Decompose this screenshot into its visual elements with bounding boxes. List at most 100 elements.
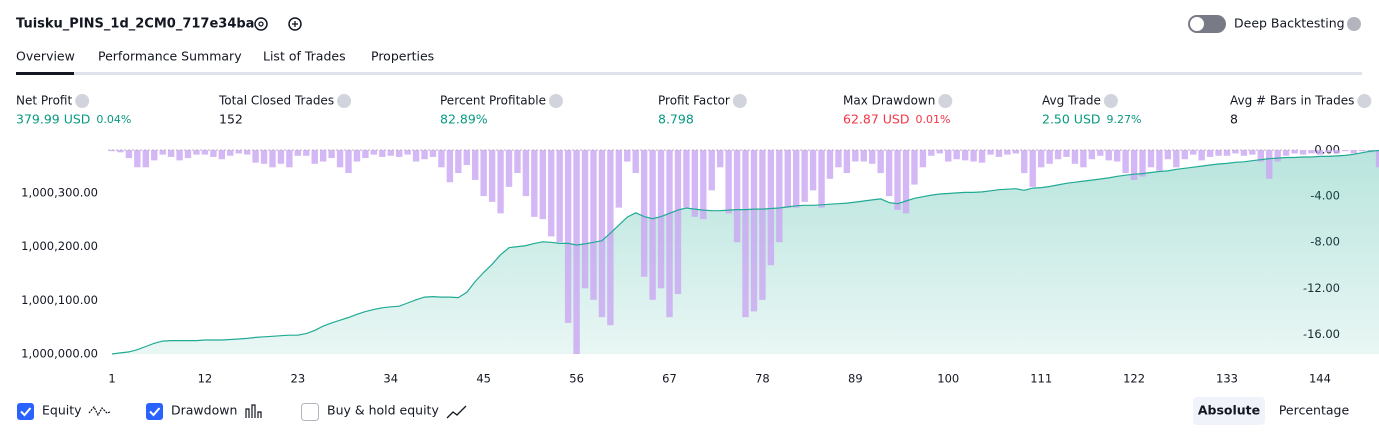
info-icon[interactable] (337, 94, 352, 108)
drawdown-bar (472, 150, 479, 180)
y-tick-label: 1,000,100.00 (21, 293, 98, 307)
drawdown-bar (911, 150, 918, 185)
drawdown-bar (455, 150, 462, 174)
drawdown-bar (497, 150, 504, 214)
metric-label: Avg Trade (1042, 94, 1101, 108)
buy-hold-icon (446, 405, 467, 419)
drawdown-bar (421, 150, 428, 160)
drawdown-bar (970, 150, 977, 162)
drawdown-bar (632, 150, 639, 174)
tab[interactable]: Performance Summary (98, 49, 242, 64)
drawdown-bar (260, 150, 268, 164)
drawdown-bar (134, 150, 141, 168)
drawdown-bar (108, 150, 116, 152)
info-icon[interactable] (1103, 94, 1118, 108)
drawdown-bar (1037, 150, 1045, 168)
equity-checkbox[interactable] (17, 403, 34, 420)
drawdown-bar (488, 150, 496, 202)
drawdown-bar (1012, 150, 1020, 154)
legend-drawdown: Drawdown (171, 403, 237, 418)
absolute-button[interactable] (1193, 397, 1265, 425)
drawdown-checkbox[interactable] (146, 403, 163, 420)
drawdown-bar (277, 150, 285, 164)
view-mode[interactable]: Absolute (1198, 403, 1260, 418)
drawdown-bar (1063, 150, 1070, 157)
info-icon[interactable] (1357, 94, 1372, 108)
drawdown-bar (691, 150, 699, 217)
drawdown-bar (311, 150, 318, 164)
drawdown-bar (243, 150, 251, 155)
drawdown-bar (1173, 150, 1180, 168)
drawdown-bar (362, 150, 369, 159)
drawdown-bar (345, 150, 352, 174)
drawdown-bar (117, 150, 124, 153)
drawdown-bar (1122, 150, 1129, 174)
drawdown-bar (1291, 150, 1298, 154)
drawdown-bar (1266, 150, 1273, 179)
drawdown-bar (1308, 150, 1315, 154)
drawdown-bar (1375, 150, 1379, 168)
x-tick-label: 122 (1123, 372, 1145, 386)
info-icon[interactable] (732, 94, 747, 108)
drawdown-bar (1021, 150, 1028, 174)
drawdown-bar (1147, 150, 1155, 168)
drawdown-bar (193, 150, 200, 155)
view-mode[interactable]: Percentage (1279, 403, 1350, 418)
drawdown-bar (852, 150, 859, 162)
buy-hold-checkbox[interactable] (301, 403, 319, 421)
info-icon[interactable] (548, 94, 563, 108)
drawdown-bar (1156, 150, 1163, 171)
drawdown-bar (708, 150, 715, 191)
check (149, 407, 161, 417)
settings-icon[interactable] (254, 17, 268, 31)
drawdown-bar (1046, 150, 1053, 164)
drawdown-bar (801, 150, 808, 202)
drawdown-bar (1257, 150, 1264, 162)
drawdown-bar (184, 150, 192, 159)
drawdown-bar (1299, 150, 1307, 155)
drawdown-bar (412, 150, 420, 162)
drawdown-bar (438, 150, 445, 168)
drawdown-bar (1029, 150, 1036, 187)
drawdown-bar (835, 150, 842, 168)
info-icon[interactable] (938, 94, 953, 108)
tab[interactable]: List of Trades (263, 49, 346, 64)
drawdown-bar (1325, 150, 1332, 153)
drawdown-bar (1130, 150, 1138, 180)
drawdown-bar (809, 150, 817, 191)
x-tick-label: 100 (937, 372, 959, 386)
deep-backtesting-label: Deep Backtesting (1234, 16, 1345, 31)
metric-value: 82.89% (440, 112, 488, 127)
drawdown-icon (245, 404, 262, 418)
drawdown-bar (159, 150, 166, 155)
drawdown-bar (674, 150, 682, 295)
drawdown-bar (826, 150, 834, 179)
drawdown-bar (379, 150, 386, 157)
drawdown-bar (429, 150, 437, 157)
drawdown-bar (387, 150, 394, 156)
tab[interactable]: Properties (371, 49, 434, 64)
drawdown-bar (666, 150, 673, 318)
info-icon[interactable] (75, 94, 90, 108)
alert-icon[interactable] (288, 17, 302, 31)
drawdown-bar (1071, 150, 1079, 164)
drawdown-bar (793, 150, 800, 208)
help-icon[interactable] (1347, 17, 1361, 31)
x-tick-label: 1 (108, 372, 115, 386)
equity-icon (88, 405, 111, 417)
drawdown-bar (1004, 150, 1011, 155)
drawdown-bar (1333, 150, 1341, 154)
tab[interactable]: Overview (16, 49, 75, 64)
drawdown-bar (404, 150, 411, 155)
drawdown-bar (995, 150, 1003, 157)
drawdown-bar (1240, 150, 1248, 156)
drawdown-bar (1342, 150, 1349, 152)
metric-label: Net Profit (16, 94, 72, 108)
drawdown-bar (463, 150, 470, 165)
drawdown-bar (548, 150, 555, 237)
drawdown-bar (1105, 150, 1112, 161)
drawdown-bar (210, 150, 217, 157)
drawdown-bar (167, 150, 175, 157)
legend-buy-hold: Buy & hold equity (327, 403, 439, 418)
